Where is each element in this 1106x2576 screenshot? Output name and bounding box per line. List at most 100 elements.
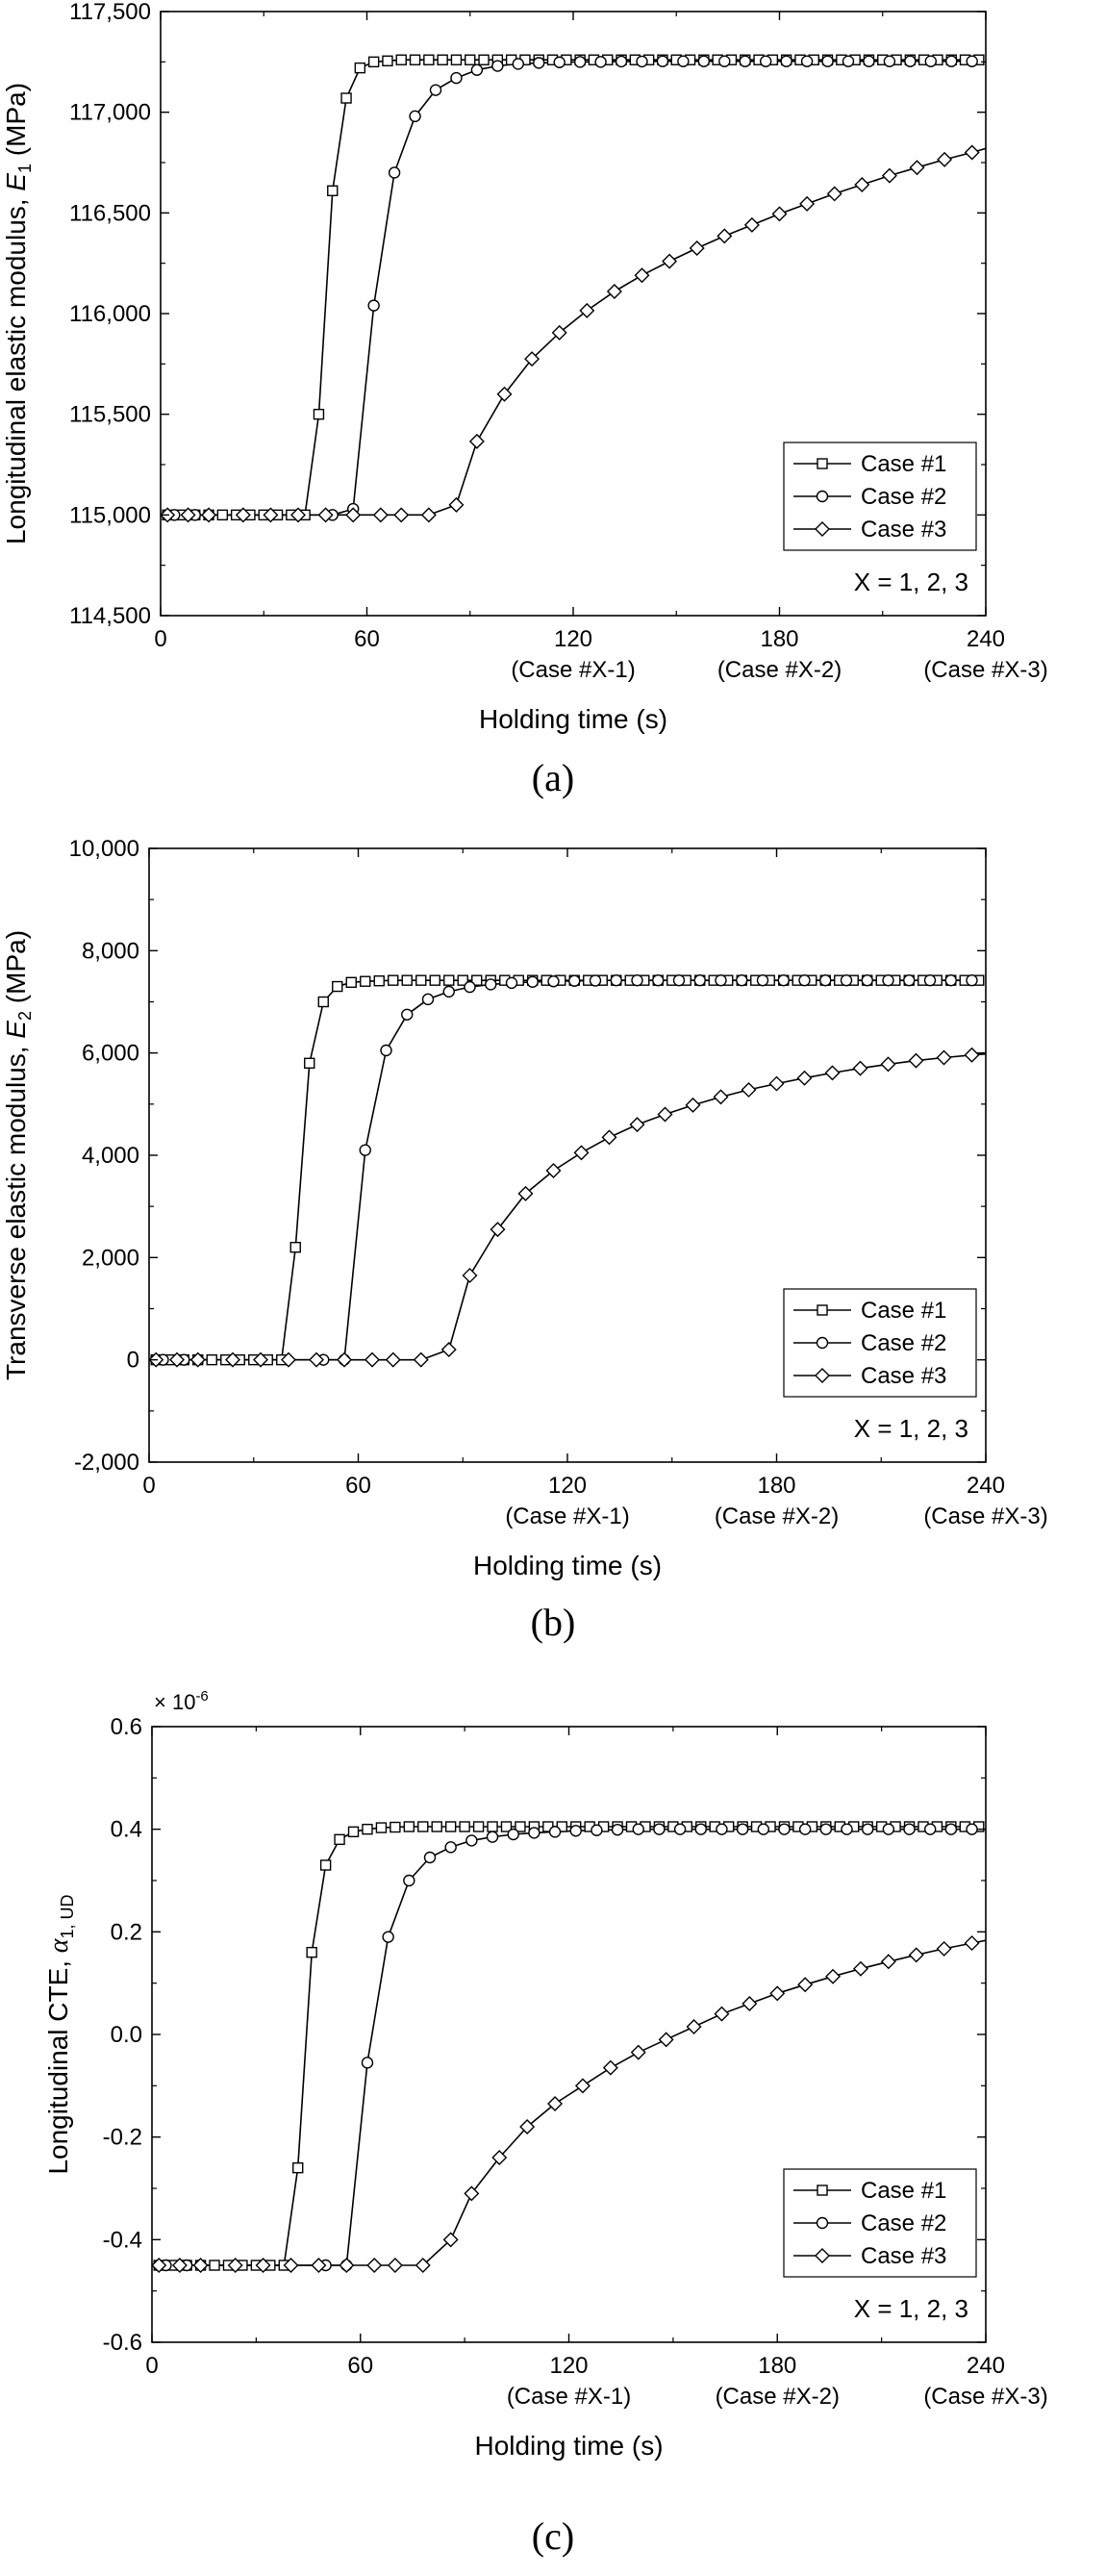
- x-tick-label: 180: [760, 626, 798, 652]
- data-point-case3: [985, 145, 986, 148]
- x-tick-label: 60: [347, 2353, 373, 2379]
- legend-label-case1: Case #1: [861, 451, 946, 477]
- x-tick-label: 60: [354, 626, 380, 652]
- y-axis-label-subscript: 2: [15, 1011, 35, 1021]
- data-point-case3: [496, 386, 513, 402]
- data-point-case3: [852, 1960, 868, 1977]
- data-point-case2: [442, 985, 455, 998]
- data-point-case2: [716, 1823, 728, 1835]
- data-point-case3: [716, 228, 733, 244]
- data-point-case1: [403, 1821, 415, 1832]
- data-point-case3: [462, 1267, 478, 1283]
- data-point-case3: [689, 240, 705, 256]
- data-point-case2: [636, 55, 648, 68]
- legend: Case #1 Case #2 Case #3: [783, 2168, 977, 2278]
- data-point-case1: [319, 1859, 332, 1871]
- data-point-case2: [367, 299, 380, 312]
- x-tick-sublabel: (Case #X-2): [716, 2384, 840, 2410]
- data-point-case1: [459, 1821, 470, 1832]
- data-point-case2: [757, 1823, 769, 1835]
- y-axis-multiplier-exponent: -6: [195, 1688, 208, 1705]
- legend-marker-case1: [817, 458, 828, 469]
- legend-marker-case1: [817, 1304, 828, 1316]
- data-point-case3: [881, 167, 897, 184]
- data-point-case2: [883, 55, 896, 67]
- y-tick-label: 0.2: [111, 1919, 142, 1945]
- data-point-case1: [450, 54, 463, 65]
- data-point-case3: [771, 206, 788, 222]
- data-point-case2: [485, 978, 497, 991]
- data-point-case2: [632, 1823, 644, 1835]
- data-point-case3: [937, 151, 953, 167]
- x-tick-label: 240: [967, 2353, 1005, 2379]
- y-axis-label-symbol: α: [44, 1937, 74, 1953]
- y-axis-label: Transverse elastic modulus, E2 (MPa): [1, 930, 35, 1380]
- data-point-case2: [693, 973, 706, 987]
- data-point-case3: [366, 2258, 383, 2273]
- data-point-case3: [602, 2059, 618, 2076]
- data-point-case2: [882, 973, 894, 987]
- y-tick-label: 116,500: [69, 200, 151, 226]
- data-point-case1: [423, 54, 435, 65]
- data-point-case1: [444, 1821, 457, 1832]
- y-axis-label-main: Transverse elastic modulus,: [1, 1039, 31, 1380]
- data-point-case3: [936, 1940, 952, 1957]
- x-tick-sublabel: (Case #X-2): [715, 1503, 839, 1529]
- data-point-case2: [924, 55, 937, 67]
- data-point-case3: [742, 1996, 758, 2011]
- data-point-case2: [486, 1831, 499, 1843]
- legend-note: X = 1, 2, 3: [854, 568, 968, 596]
- data-point-case2: [903, 1823, 916, 1835]
- data-point-case2: [760, 55, 772, 67]
- data-point-case2: [861, 1823, 874, 1835]
- data-point-case1: [431, 1821, 442, 1832]
- data-point-case2: [403, 1874, 415, 1887]
- legend-marker-case1: [817, 2185, 828, 2196]
- data-point-case2: [861, 973, 873, 987]
- data-point-case3: [634, 267, 650, 284]
- data-point-case3: [317, 507, 334, 523]
- x-tick-sublabel: (Case #X-3): [923, 1503, 1047, 1529]
- data-point-case3: [519, 2119, 536, 2134]
- legend-label-case3: Case #3: [861, 2243, 946, 2269]
- x-tick-sublabel: (Case #X-3): [923, 2384, 1047, 2410]
- data-point-case2: [821, 55, 834, 67]
- y-tick-label: 114,500: [69, 603, 151, 629]
- data-point-case1: [500, 1821, 513, 1832]
- data-point-case3: [908, 1947, 924, 1963]
- data-point-case3: [606, 283, 622, 299]
- data-point-case3: [413, 1351, 429, 1368]
- data-point-case1: [390, 1821, 401, 1833]
- y-tick-label: 8,000: [82, 938, 139, 964]
- data-point-case2: [903, 973, 916, 987]
- data-point-case2: [777, 973, 790, 987]
- data-point-case1: [388, 974, 399, 986]
- y-axis-multiplier-base: × 10: [154, 1690, 195, 1714]
- data-point-case2: [361, 2057, 374, 2069]
- data-point-case3: [339, 2258, 355, 2273]
- data-point-case2: [798, 1823, 812, 1835]
- data-point-case1: [354, 62, 366, 74]
- data-point-case3: [909, 160, 925, 176]
- data-point-case2: [533, 57, 545, 69]
- data-point-case1: [332, 980, 343, 993]
- data-point-case2: [652, 973, 665, 987]
- data-point-case2: [677, 55, 690, 67]
- legend-marker-case2: [816, 2216, 829, 2230]
- data-point-case1: [471, 974, 483, 986]
- data-point-case2: [569, 1825, 582, 1837]
- data-point-case2: [841, 1823, 853, 1835]
- data-point-case3: [574, 2078, 591, 2094]
- y-tick-label: 6,000: [82, 1041, 139, 1067]
- y-axis-label: Longitudinal elastic modulus, E1 (MPa): [1, 83, 35, 544]
- legend-note: X = 1, 2, 3: [854, 2294, 968, 2323]
- y-tick-label: -0.6: [103, 2330, 142, 2356]
- data-point-case2: [736, 1823, 749, 1835]
- data-point-case2: [966, 55, 978, 67]
- data-point-case2: [673, 1823, 687, 1835]
- data-point-case2: [798, 973, 811, 987]
- x-tick-label: 240: [967, 626, 1005, 652]
- legend-marker-case2: [816, 490, 829, 503]
